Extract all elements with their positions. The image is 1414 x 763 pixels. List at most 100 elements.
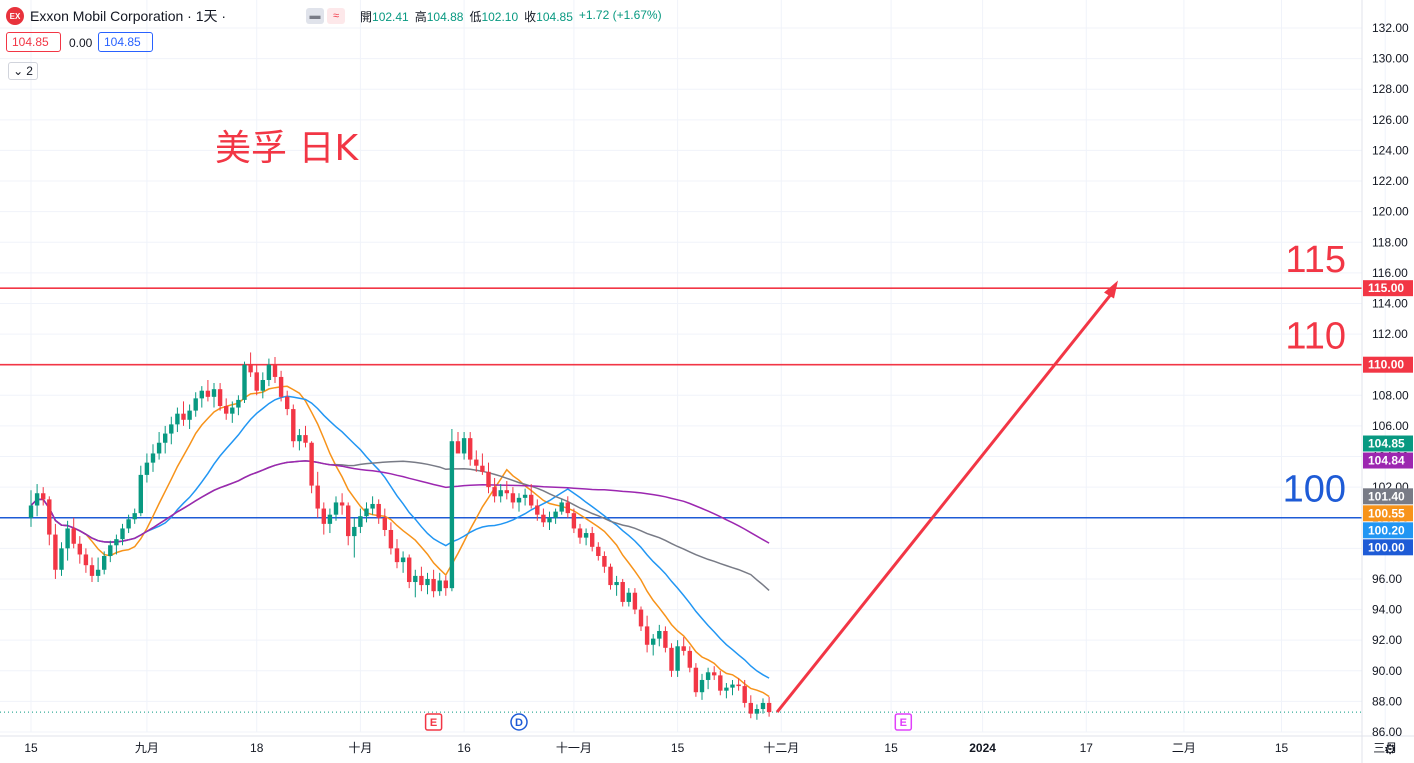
candle-body xyxy=(407,557,412,583)
candle-body xyxy=(327,514,333,524)
candle-body xyxy=(114,539,119,546)
candle-body xyxy=(169,424,174,434)
candle-body xyxy=(632,592,638,610)
high-value: 104.88 xyxy=(426,10,464,24)
candle-body xyxy=(583,533,589,538)
candle-body xyxy=(718,675,723,691)
x-tick-label: 十一月 xyxy=(556,741,592,755)
settings-gear-icon: ⚙ xyxy=(1384,741,1397,757)
x-tick-label: 15 xyxy=(1275,741,1289,755)
candle-body xyxy=(224,406,229,414)
price-tag xyxy=(1363,522,1413,539)
bid-button[interactable]: 104.85 xyxy=(6,32,61,52)
candle-body xyxy=(150,453,156,463)
candle-body xyxy=(455,441,461,454)
symbol-title[interactable]: Exxon Mobil Corporation · 1天 · xyxy=(30,8,227,24)
price-tag-label: 115.00 xyxy=(1368,281,1404,295)
candle-body xyxy=(89,565,95,576)
price-tag xyxy=(1363,356,1413,373)
candle-body xyxy=(504,490,509,494)
x-tick-label: 17 xyxy=(1080,741,1094,755)
approx-icon[interactable]: ≈ xyxy=(327,8,345,24)
candle-body xyxy=(59,548,64,570)
low-label: 低 xyxy=(469,10,482,24)
candle-body xyxy=(449,441,455,589)
y-tick-label: 120.00 xyxy=(1372,205,1409,219)
candle-body xyxy=(291,409,296,442)
candle-body xyxy=(394,548,400,563)
candle-body xyxy=(358,516,363,527)
price-tag xyxy=(1363,488,1413,505)
candle-body xyxy=(138,474,143,514)
y-tick-label: 86.00 xyxy=(1372,725,1402,739)
candle-body xyxy=(522,494,528,498)
candle-body xyxy=(65,528,70,549)
candle-body xyxy=(651,638,656,645)
candle-body xyxy=(163,433,168,443)
candle-body xyxy=(766,702,772,713)
price-tag-label: 100.20 xyxy=(1368,523,1405,537)
marker-label: E xyxy=(430,717,437,729)
candle-body xyxy=(419,575,424,586)
ask-value: 104.85 xyxy=(104,35,141,49)
candle-body xyxy=(77,543,82,555)
candle-body xyxy=(529,494,534,506)
candle-body xyxy=(364,508,369,517)
indicator-toggle[interactable]: ⌄ 2 xyxy=(8,62,38,80)
candle-body xyxy=(285,396,290,410)
x-tick-label: 2024 xyxy=(969,741,996,755)
candle-body xyxy=(254,372,259,391)
candle-body xyxy=(41,493,46,500)
y-tick-label: 112.00 xyxy=(1372,327,1408,341)
candle-body xyxy=(638,609,644,627)
candle-body xyxy=(297,435,302,442)
low-value: 102.10 xyxy=(481,10,519,24)
candle-body xyxy=(608,566,613,586)
candle-body xyxy=(71,528,76,544)
candle-body xyxy=(315,485,320,509)
earnings-marker xyxy=(424,713,443,731)
candle-body xyxy=(480,465,485,472)
candle-body xyxy=(626,592,631,602)
y-tick-label: 92.00 xyxy=(1372,633,1402,647)
candle-body xyxy=(541,514,546,523)
price-tag xyxy=(1363,452,1413,469)
candle-body xyxy=(590,533,595,547)
candle-body xyxy=(705,672,711,680)
candle-body xyxy=(217,389,223,407)
candle-body xyxy=(712,672,717,676)
candle-body xyxy=(675,646,680,671)
candle-body xyxy=(443,580,448,589)
candle-body xyxy=(596,546,601,556)
candle-body xyxy=(126,519,131,529)
candle-body xyxy=(376,503,381,518)
candle-body xyxy=(663,630,668,648)
candle-body xyxy=(303,435,308,443)
price-tag-label: 101.40 xyxy=(1368,489,1405,503)
candle-body xyxy=(742,686,747,703)
candle-body xyxy=(120,528,125,540)
grid-lines xyxy=(0,0,1386,733)
candle-body xyxy=(468,438,473,460)
y-tick-label: 96.00 xyxy=(1372,572,1402,586)
equal-icon[interactable]: ▬ xyxy=(306,8,324,24)
candle-body xyxy=(620,582,625,602)
x-tick-label: 二月 xyxy=(1172,741,1196,755)
candle-body xyxy=(400,557,406,563)
horizontal-levels: 115 110 100 xyxy=(0,239,1362,713)
earnings-marker xyxy=(894,713,913,731)
open-label: 開 xyxy=(360,10,373,24)
candle-body xyxy=(156,442,162,454)
close-value: 104.85 xyxy=(536,10,573,24)
moving-averages xyxy=(30,385,770,698)
exxon-logo-icon: EX xyxy=(6,7,24,25)
price-tag xyxy=(1363,280,1413,297)
x-tick-label: 十二月 xyxy=(763,741,799,755)
close-label: 收 xyxy=(524,10,537,24)
marker-label: D xyxy=(515,717,523,729)
candle-body xyxy=(687,650,692,668)
ask-button[interactable]: 104.85 xyxy=(98,32,153,52)
candle-body xyxy=(53,534,58,570)
spread-value: 0.00 xyxy=(69,36,93,50)
